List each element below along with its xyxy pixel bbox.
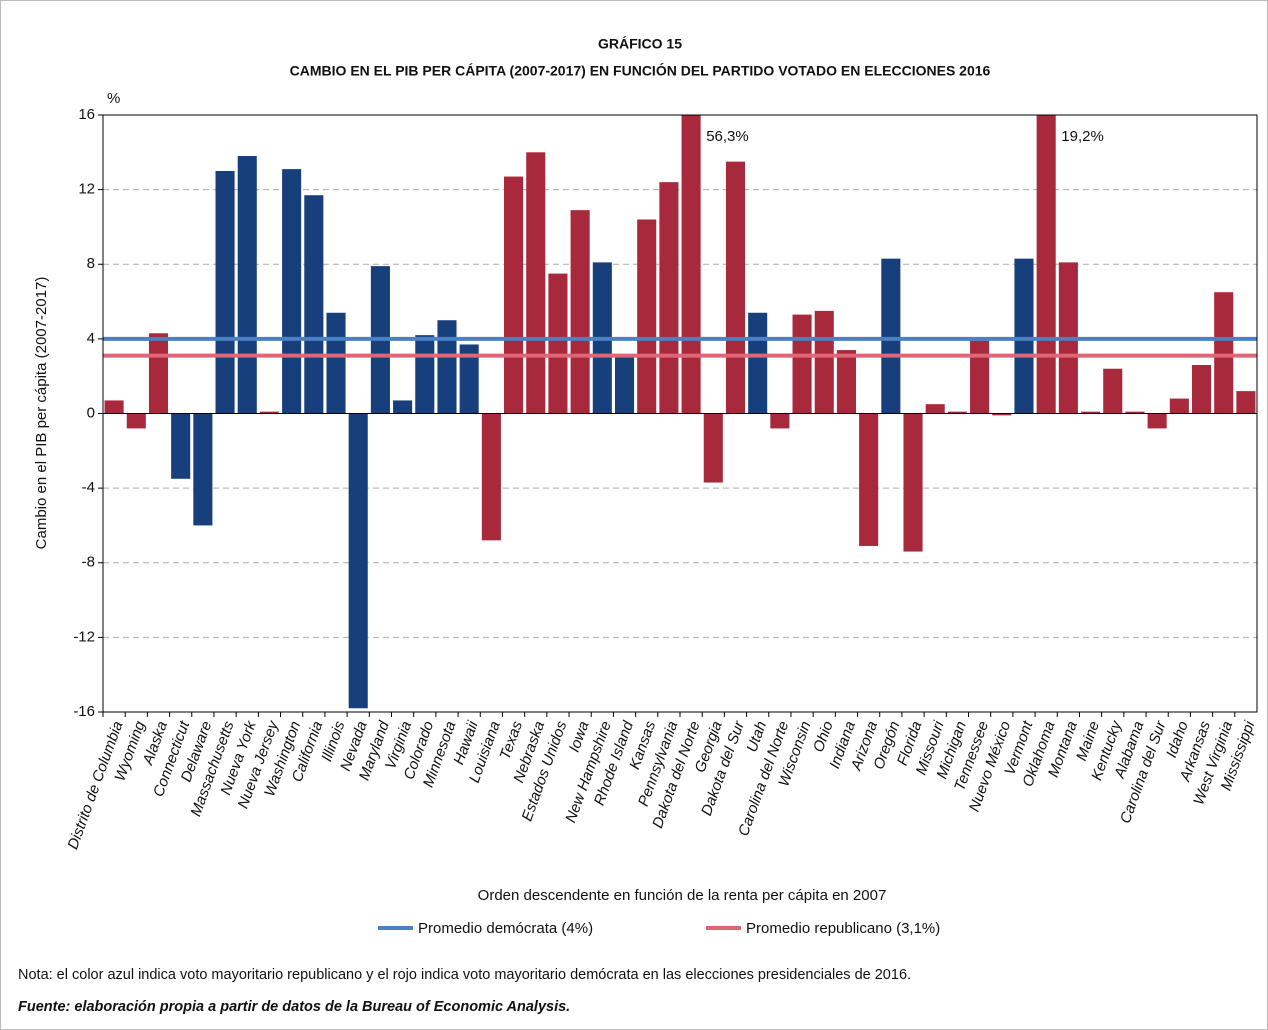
bar	[814, 310, 834, 414]
y-unit: %	[107, 90, 120, 107]
bar	[237, 156, 257, 414]
bar	[193, 413, 213, 526]
y-axis-label: Cambio en el PIB per cápita (2007-2017)	[33, 277, 50, 550]
legend-label: Promedio republicano (3,1%)	[746, 920, 940, 937]
bar	[326, 312, 346, 414]
bar	[1236, 391, 1256, 414]
chart-subtitle: CAMBIO EN EL PIB PER CÁPITA (2007-2017) …	[290, 62, 991, 79]
bar	[459, 344, 479, 414]
bar	[148, 333, 169, 414]
bar	[1081, 411, 1101, 414]
bar	[1036, 115, 1056, 414]
bar	[348, 413, 368, 709]
y-tick-label: 4	[87, 330, 95, 347]
bar	[415, 335, 435, 414]
plot-frame	[102, 114, 1258, 713]
note: Nota: el color azul indica voto mayorita…	[18, 967, 911, 983]
bar	[925, 404, 945, 414]
bar	[903, 413, 923, 552]
bar	[171, 413, 191, 479]
bar	[259, 411, 279, 414]
bar	[1125, 411, 1145, 414]
bar	[1147, 413, 1167, 429]
x-tick-label: Distrito de Columbia	[64, 719, 126, 852]
bar	[393, 400, 413, 414]
y-tick-label: -16	[73, 703, 95, 720]
bar	[659, 182, 679, 414]
bar	[770, 413, 790, 429]
y-tick-label: 16	[78, 106, 95, 123]
bars	[104, 115, 1256, 709]
y-tick-label: -12	[73, 628, 95, 645]
bar	[481, 413, 501, 541]
bar	[859, 413, 879, 546]
bar	[526, 152, 546, 414]
bar	[1214, 292, 1234, 414]
bar	[215, 170, 235, 414]
y-tick-label: 0	[87, 404, 95, 421]
bar	[304, 195, 324, 414]
bar	[836, 350, 856, 414]
bar	[725, 161, 746, 414]
bar	[1169, 398, 1189, 414]
y-tick-label: -4	[82, 479, 95, 496]
bar	[881, 258, 901, 414]
y-tick-label: 12	[78, 181, 95, 198]
bar	[1103, 368, 1123, 414]
chart-title: GRÁFICO 15	[598, 36, 682, 52]
y-tick-label: 8	[87, 255, 95, 272]
bar	[1191, 364, 1212, 414]
bar	[1014, 258, 1034, 414]
bar	[992, 413, 1012, 416]
x-axis-label: Orden descendente en función de la renta…	[478, 887, 887, 904]
bar	[748, 312, 768, 414]
source: Fuente: elaboración propia a partir de d…	[18, 999, 570, 1015]
bar	[614, 355, 635, 414]
bar	[703, 413, 723, 483]
bar	[970, 340, 990, 414]
bar	[792, 314, 812, 414]
bar	[126, 413, 146, 429]
value-label: 56,3%	[706, 128, 749, 145]
bar	[282, 169, 302, 414]
bar	[104, 400, 124, 414]
bar	[947, 411, 967, 414]
y-tick-label: -8	[82, 554, 95, 571]
value-label: 19,2%	[1061, 128, 1104, 145]
bar	[504, 176, 524, 414]
bar	[637, 219, 657, 414]
bar	[548, 273, 568, 414]
bar	[570, 210, 590, 414]
legend-label: Promedio demócrata (4%)	[418, 920, 593, 937]
bar	[437, 320, 457, 414]
